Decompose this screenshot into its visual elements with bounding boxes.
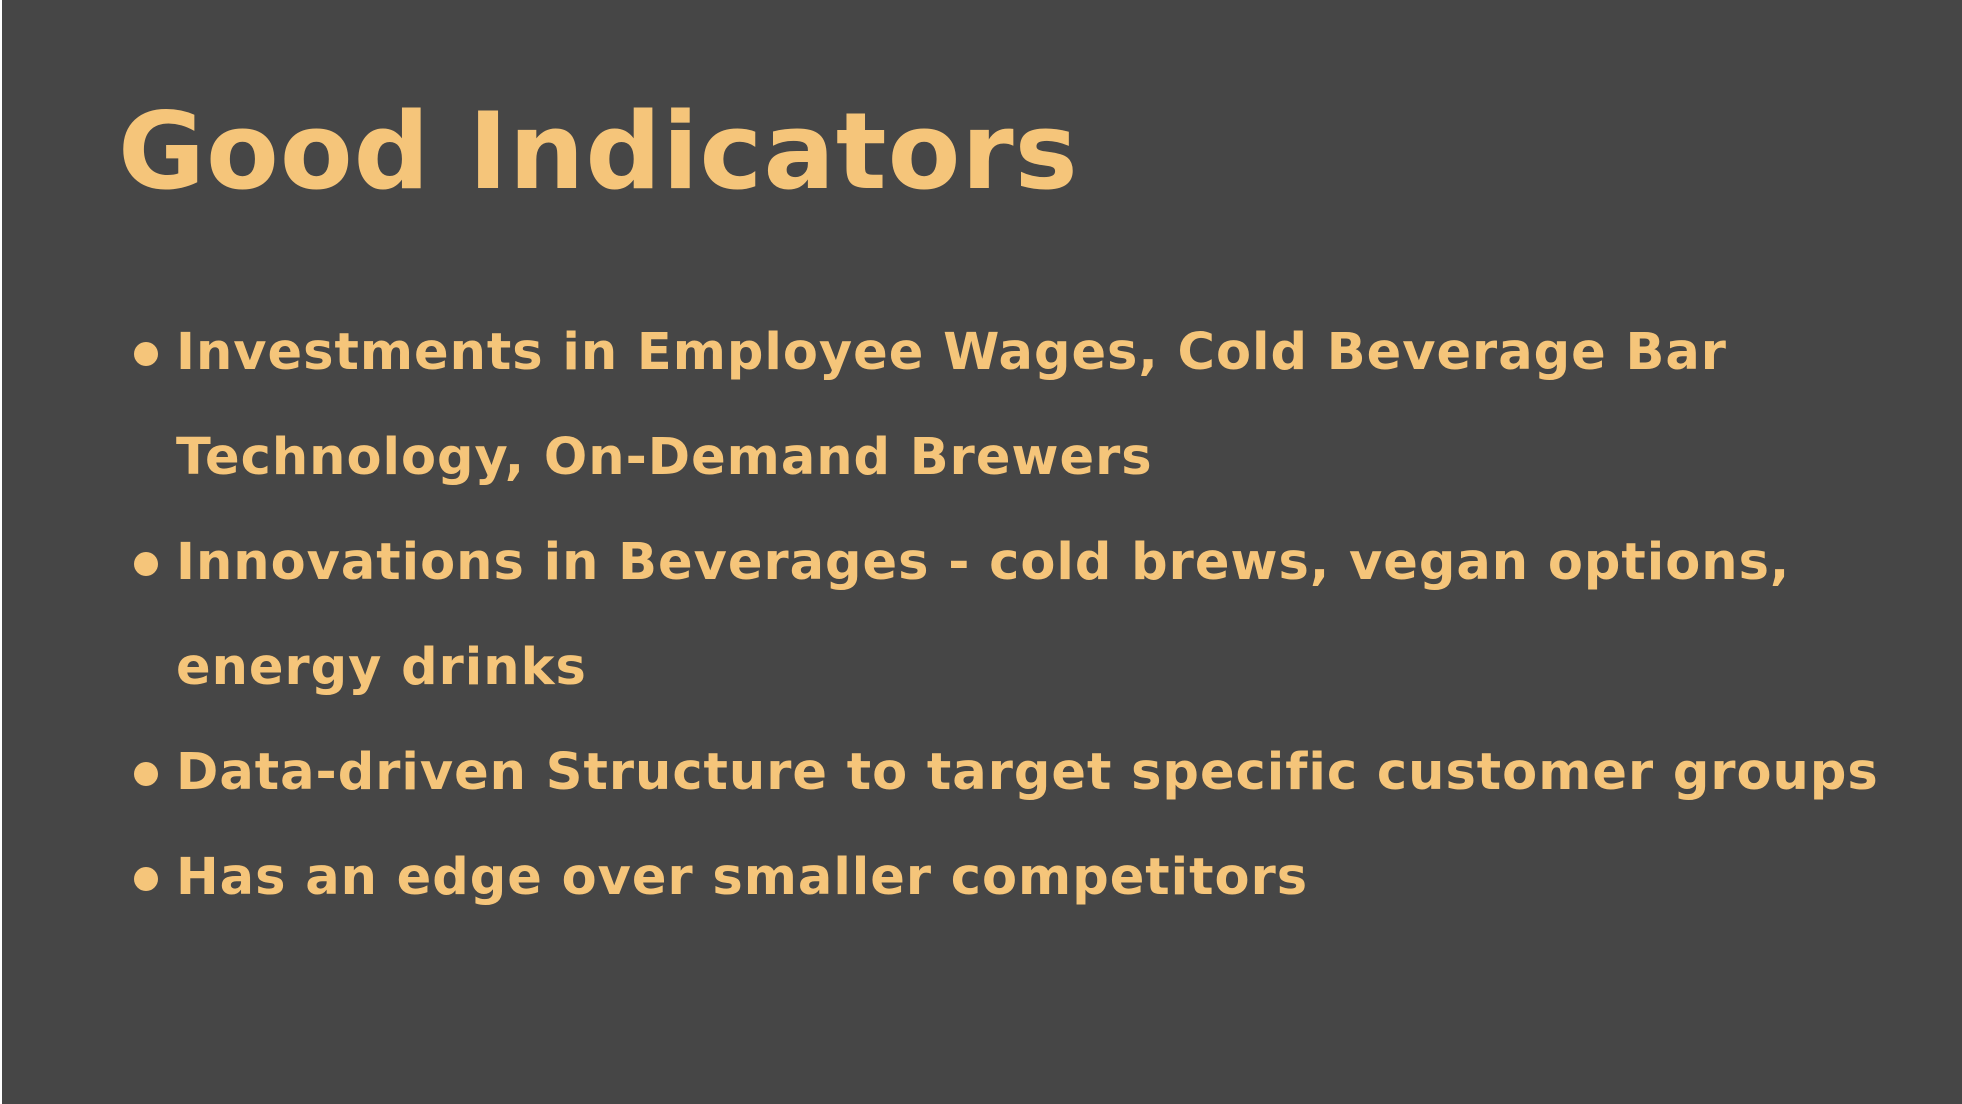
- bullet-item: Innovations in Beverages - cold brews, v…: [130, 510, 1920, 720]
- bullet-text: Investments in Employee Wages, Cold Beve…: [176, 323, 1727, 487]
- bullet-list: Investments in Employee Wages, Cold Beve…: [130, 300, 1920, 930]
- bullet-dot-icon: [134, 867, 158, 891]
- bullet-text: Data-driven Structure to target specific…: [176, 743, 1879, 802]
- bullet-text: Innovations in Beverages - cold brews, v…: [176, 533, 1791, 697]
- bullet-item: Data-driven Structure to target specific…: [130, 720, 1920, 825]
- bullet-text: Has an edge over smaller competitors: [176, 848, 1309, 907]
- bullet-item: Investments in Employee Wages, Cold Beve…: [130, 300, 1920, 510]
- slide-title: Good Indicators: [118, 90, 1079, 213]
- bullet-dot-icon: [134, 762, 158, 786]
- bullet-dot-icon: [134, 552, 158, 576]
- bullet-item: Has an edge over smaller competitors: [130, 825, 1920, 930]
- bullet-dot-icon: [134, 342, 158, 366]
